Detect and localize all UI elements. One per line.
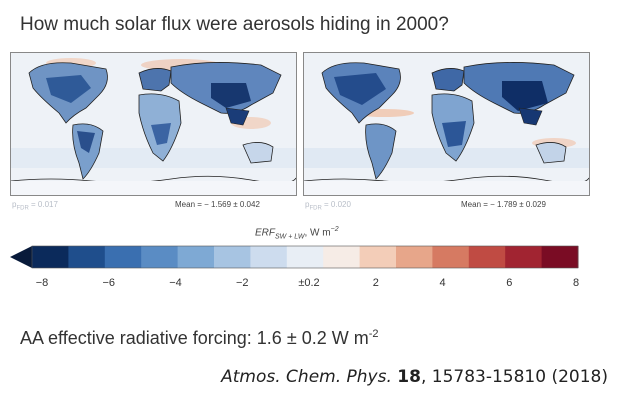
colorbar-tick-label: 2: [372, 277, 379, 289]
p-value-left: pFDR = 0.017: [12, 200, 58, 212]
colorbar-segment: [323, 246, 361, 268]
p-value-right: pFDR = 0.020: [305, 200, 351, 212]
erf-map-left: [10, 52, 297, 196]
colorbar-segment: [541, 246, 579, 268]
colorbar-tick-label: 6: [506, 277, 513, 289]
erf-map-right: [303, 52, 590, 196]
world-map-right-graphic: [304, 53, 589, 195]
colorbar-segment: [104, 246, 142, 268]
colorbar-segment: [396, 246, 433, 268]
colorbar-segment: [286, 246, 324, 268]
colorbar-tick-label: 4: [439, 277, 446, 289]
colorbar-tick-label: 8: [572, 277, 580, 289]
colorbar: [10, 245, 579, 269]
world-map-left-graphic: [11, 53, 296, 195]
colorbar-tick-label: −8: [35, 277, 49, 289]
colorbar-segment: [177, 246, 215, 268]
slide-title: How much solar flux were aerosols hiding…: [20, 14, 449, 35]
colorbar-tick-label: ±0.2: [298, 277, 320, 289]
forcing-statement: AA effective radiative forcing: 1.6 ± 0.…: [20, 328, 379, 348]
colorbar-outline: [31, 245, 579, 269]
colorbar-segment: [32, 246, 69, 268]
colorbar-segment: [468, 246, 506, 268]
colorbar-label: ERFSW + LW, W m−2: [255, 226, 339, 241]
colorbar-tick-label: −6: [102, 277, 116, 289]
colorbar-extend-arrow: [10, 246, 32, 268]
mean-right: Mean = − 1.789 ± 0.029: [461, 200, 546, 209]
colorbar-segment: [68, 246, 106, 268]
colorbar-segment: [359, 246, 397, 268]
colorbar-segment: [432, 246, 470, 268]
colorbar-segment: [250, 246, 288, 268]
colorbar-tick-label: −2: [235, 277, 249, 289]
colorbar-tick-label: −4: [169, 277, 182, 289]
citation: Atmos. Chem. Phys. 18, 15783-15810 (2018…: [221, 367, 608, 387]
colorbar-segment: [141, 246, 179, 268]
colorbar-segment: [505, 246, 543, 268]
mean-left: Mean = − 1.569 ± 0.042: [175, 200, 260, 209]
colorbar-segment: [214, 246, 251, 268]
